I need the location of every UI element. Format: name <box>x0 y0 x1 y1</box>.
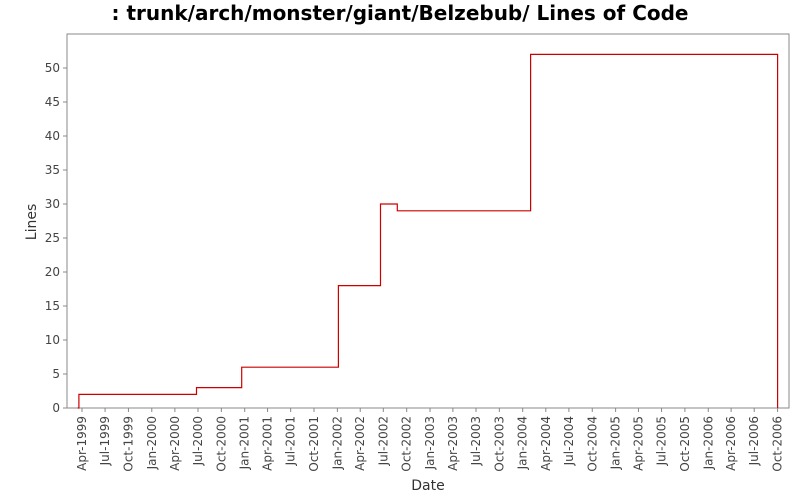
y-tick-label: 25 <box>45 231 60 245</box>
x-tick-label: Oct-2005 <box>678 416 692 472</box>
series-layer <box>77 53 779 409</box>
x-tick-label: Jul-2004 <box>562 416 576 466</box>
x-tick-label: Jan-2001 <box>238 416 252 470</box>
x-tick-label: Apr-2006 <box>724 416 738 471</box>
x-tick-label: Jan-2004 <box>516 416 530 470</box>
x-tick-label: Jul-2005 <box>655 416 669 466</box>
x-tick-label: Jul-2006 <box>747 416 761 466</box>
x-tick-label: Apr-1999 <box>75 416 89 471</box>
x-axis-label: Date <box>411 478 444 494</box>
x-tick-label: Jul-2002 <box>376 416 390 466</box>
x-tick-label: Jan-2006 <box>701 416 715 470</box>
x-axis: Apr-1999 Jul-1999 Oct-1999 Jan-2000 Apr-2000… <box>75 408 785 472</box>
x-tick-label: Oct-2001 <box>307 416 321 472</box>
x-tick-label: Oct-2004 <box>585 416 599 472</box>
y-tick-label: 0 <box>52 401 60 415</box>
x-tick-label: Apr-2003 <box>446 416 460 471</box>
x-tick-label: Apr-2000 <box>168 416 182 471</box>
y-tick-label: 45 <box>45 95 60 109</box>
series-line <box>77 53 779 409</box>
x-tick-label: Jul-2000 <box>191 416 205 466</box>
y-axis-label: Lines <box>24 204 40 240</box>
x-tick-label: Jul-2001 <box>284 416 298 466</box>
y-tick-label: 20 <box>45 265 60 279</box>
y-tick-label: 10 <box>45 333 60 347</box>
x-tick-label: Jul-1999 <box>98 416 112 466</box>
x-tick-label: Jan-2003 <box>423 416 437 470</box>
chart-title: : trunk/arch/monster/giant/Belzebub/ Lin… <box>111 1 689 25</box>
x-tick-label: Oct-2003 <box>492 416 506 472</box>
x-tick-label: Apr-2001 <box>261 416 275 471</box>
x-tick-label: Oct-2006 <box>771 416 785 472</box>
plot-area <box>66 33 790 409</box>
x-tick-label: Jan-2002 <box>330 416 344 470</box>
y-tick-label: 40 <box>45 129 60 143</box>
y-tick-label: 50 <box>45 61 60 75</box>
y-tick-label: 35 <box>45 163 60 177</box>
x-tick-label: Oct-2000 <box>214 416 228 472</box>
x-tick-label: Jan-2000 <box>145 416 159 470</box>
x-tick-label: Apr-2004 <box>539 416 553 471</box>
x-tick-label: Oct-1999 <box>121 416 135 472</box>
y-tick-label: 15 <box>45 299 60 313</box>
y-tick-label: 30 <box>45 197 60 211</box>
y-tick-label: 5 <box>52 367 60 381</box>
x-tick-label: Apr-2005 <box>631 416 645 471</box>
y-axis: 0 5 10 15 20 25 30 35 40 45 50 <box>45 61 67 415</box>
x-tick-label: Apr-2002 <box>353 416 367 471</box>
x-tick-label: Oct-2002 <box>400 416 414 472</box>
x-tick-label: Jul-2003 <box>469 416 483 466</box>
x-tick-label: Jan-2005 <box>609 416 623 470</box>
